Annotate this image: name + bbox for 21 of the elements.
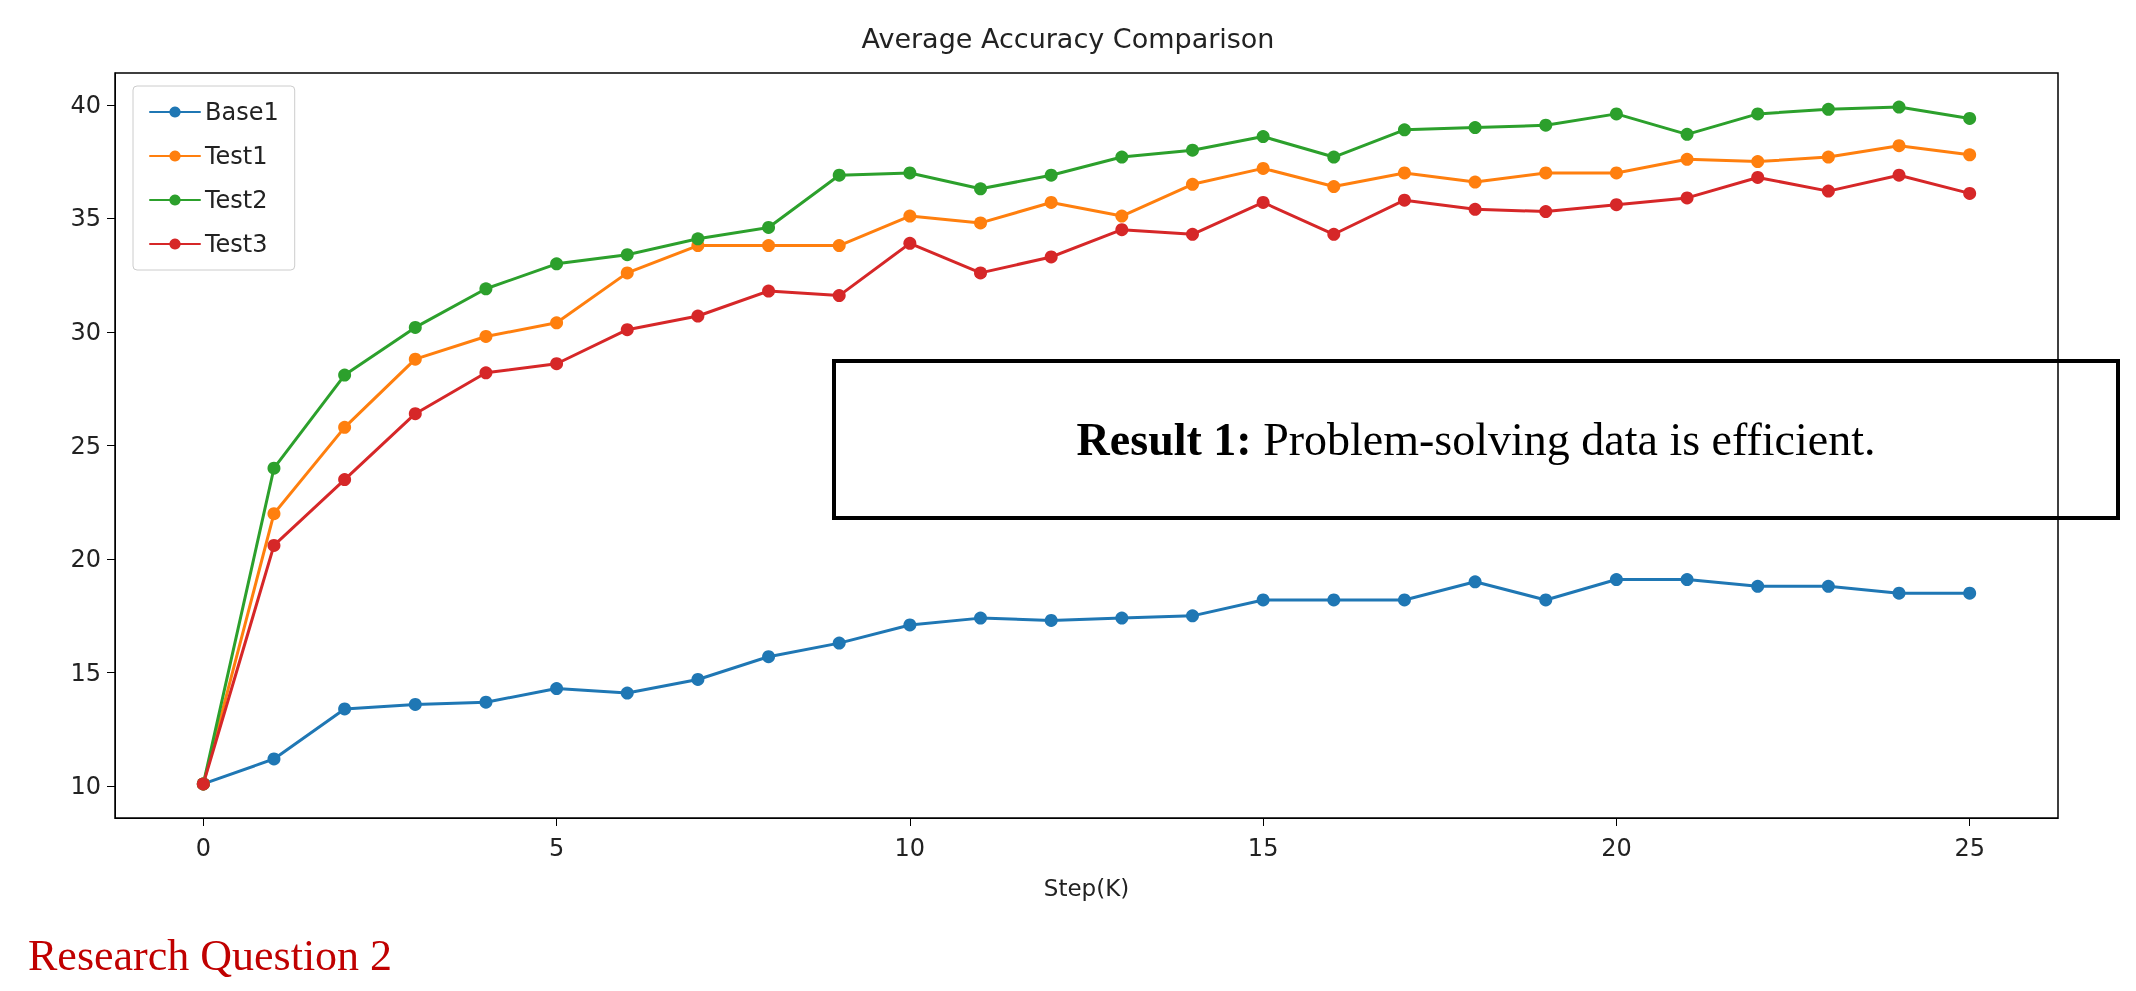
text: Research Question 2: [28, 930, 393, 980]
y-tick-label: 20: [70, 545, 101, 574]
y-tick-label: 40: [70, 90, 101, 119]
x-tick-label: 0: [195, 834, 211, 862]
y-tick-label: 15: [70, 658, 101, 687]
legend-label: Test1: [204, 142, 268, 170]
y-tick-label: 30: [70, 317, 101, 346]
legend-label: Base1: [205, 98, 279, 126]
x-tick-label: 15: [1247, 834, 1279, 862]
legend-label: Test3: [204, 230, 268, 258]
legend-label: Test2: [204, 186, 268, 214]
y-tick-label: 35: [70, 204, 101, 233]
x-tick-label: 20: [1601, 834, 1632, 862]
y-tick-label: 25: [70, 431, 101, 460]
x-axis-title: Step(K): [1043, 874, 1130, 901]
y-tick-label: 10: [70, 772, 101, 801]
callout-box: Result 1: Problem-solving data is efficient.: [832, 359, 2120, 521]
x-tick-label: 5: [548, 834, 565, 862]
chart-title: Average Accuracy Comparison: [861, 23, 1275, 54]
x-tick-label: 10: [894, 834, 926, 862]
x-tick-label: 25: [1954, 834, 1985, 862]
